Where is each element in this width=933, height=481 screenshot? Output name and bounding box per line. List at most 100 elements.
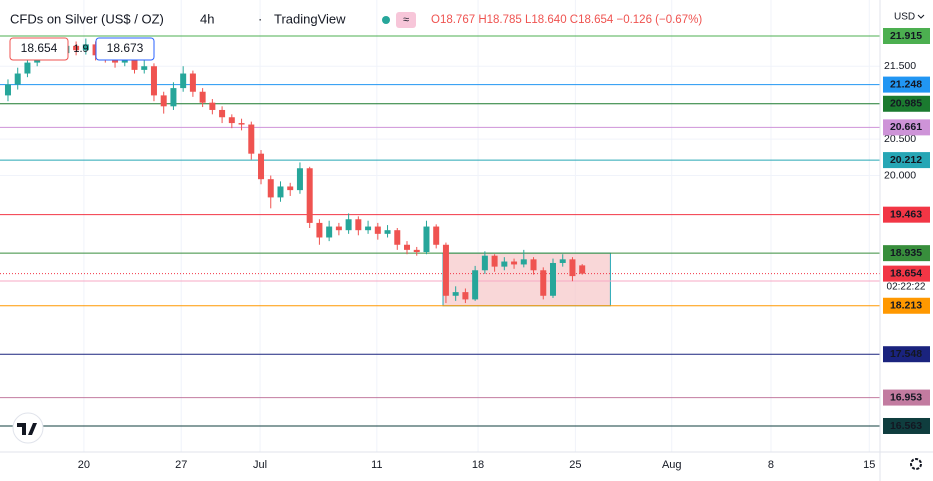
candle-body [404, 244, 411, 250]
last-price-label: 18.654 [890, 267, 922, 279]
candle-body [579, 265, 586, 274]
logo[interactable] [12, 412, 44, 444]
candle-body [131, 58, 138, 70]
interval[interactable]: 4h [200, 11, 214, 26]
logo-mark [17, 423, 37, 435]
level-label-bg [883, 389, 930, 406]
level-label-bg [883, 76, 930, 93]
buy-button[interactable] [95, 37, 155, 61]
level-label: 21.248 [890, 78, 922, 90]
market-status[interactable] [382, 16, 390, 24]
candle-body [501, 261, 508, 267]
level-label-bg [883, 27, 930, 44]
level-label-bg [883, 417, 930, 434]
candle-body [335, 226, 342, 231]
level-label-bg [883, 119, 930, 136]
candle-body [374, 226, 381, 234]
candle-body [4, 84, 11, 96]
legend-open: O18.767 [431, 14, 475, 26]
level-label-bg [883, 152, 930, 169]
candle-body [14, 73, 21, 85]
separator: · [258, 11, 262, 26]
candle-body [189, 73, 196, 92]
ask-price: 18.673 [107, 41, 144, 55]
candle-body [141, 66, 148, 70]
currency[interactable]: USD [894, 12, 915, 23]
candle-body [452, 292, 459, 296]
candle-body [219, 109, 226, 118]
spread: 1.9 [73, 43, 88, 55]
candle-body [24, 62, 31, 74]
candle-body [472, 270, 479, 300]
bid-price: 18.654 [21, 41, 58, 55]
level-label: 20.212 [890, 154, 922, 166]
source: TradingView [274, 11, 346, 26]
candle-body [520, 259, 527, 265]
candle-body [384, 230, 391, 234]
level-label-bg [883, 346, 930, 363]
candle-body [481, 255, 488, 271]
x-tick-label: 27 [175, 459, 187, 471]
candle-body [238, 123, 245, 125]
candle-body [209, 102, 216, 110]
level-label: 18.213 [890, 300, 922, 312]
x-tick-label: 8 [768, 459, 774, 471]
y-tick-label: 20.500 [884, 133, 916, 145]
x-tick-label: 18 [472, 459, 484, 471]
settings-icon[interactable] [910, 458, 922, 470]
candle-body [228, 117, 235, 124]
level-label-bg [883, 95, 930, 112]
ohlc-legend: O18.767 H18.785 L18.640 C18.654 −0.126 (… [431, 14, 702, 26]
level-label: 19.463 [890, 208, 922, 220]
legend-high: H18.785 [478, 14, 521, 26]
candle-body [365, 226, 372, 231]
countdown: 02:22:22 [887, 281, 926, 292]
candle-body [287, 186, 294, 191]
y-tick-label: 20.000 [884, 169, 916, 181]
replay-badge[interactable] [396, 12, 416, 28]
y-tick-label: 21.500 [884, 60, 916, 72]
level-label: 21.915 [890, 30, 922, 42]
candle-body [121, 58, 128, 63]
candle-body [296, 168, 303, 191]
candle-body [199, 91, 206, 103]
x-tick-label: Jul [253, 459, 267, 471]
legend-change: −0.126 (−0.67%) [616, 14, 702, 26]
level-label: 20.985 [890, 98, 922, 110]
candle-body [267, 179, 274, 198]
level-label: 18.935 [890, 247, 922, 259]
symbol-title[interactable]: CFDs on Silver (US$ / OZ) [10, 11, 164, 26]
candle-body [462, 292, 469, 300]
candle-body [511, 261, 518, 265]
candle-body [355, 219, 362, 231]
candle-body [277, 186, 284, 198]
candle-body [433, 226, 440, 245]
legend-low: L18.640 [525, 14, 567, 26]
level-label: 16.563 [890, 420, 922, 432]
candle-body [423, 226, 430, 253]
candle-body [569, 259, 576, 277]
x-tick-label: 15 [863, 459, 875, 471]
level-label-bg [883, 206, 930, 223]
candle-body [248, 124, 255, 154]
level-label-bg [883, 297, 930, 314]
x-tick-label: 20 [78, 459, 90, 471]
last-price-label-bg [883, 265, 930, 282]
candle-body [258, 153, 265, 180]
legend-close: C18.654 [570, 14, 614, 26]
candle-body [559, 259, 566, 263]
x-tick-label: Aug [662, 459, 682, 471]
candle-body [442, 244, 449, 296]
candle-body [549, 262, 556, 296]
candle-body [326, 226, 333, 238]
candle-body [170, 88, 177, 107]
sell-button[interactable] [9, 37, 69, 61]
x-tick-label: 25 [569, 459, 581, 471]
candle-body [316, 222, 323, 238]
candle-body [491, 255, 498, 267]
candle-body [413, 249, 420, 253]
candle-body [345, 219, 352, 231]
candle-body [180, 73, 187, 89]
